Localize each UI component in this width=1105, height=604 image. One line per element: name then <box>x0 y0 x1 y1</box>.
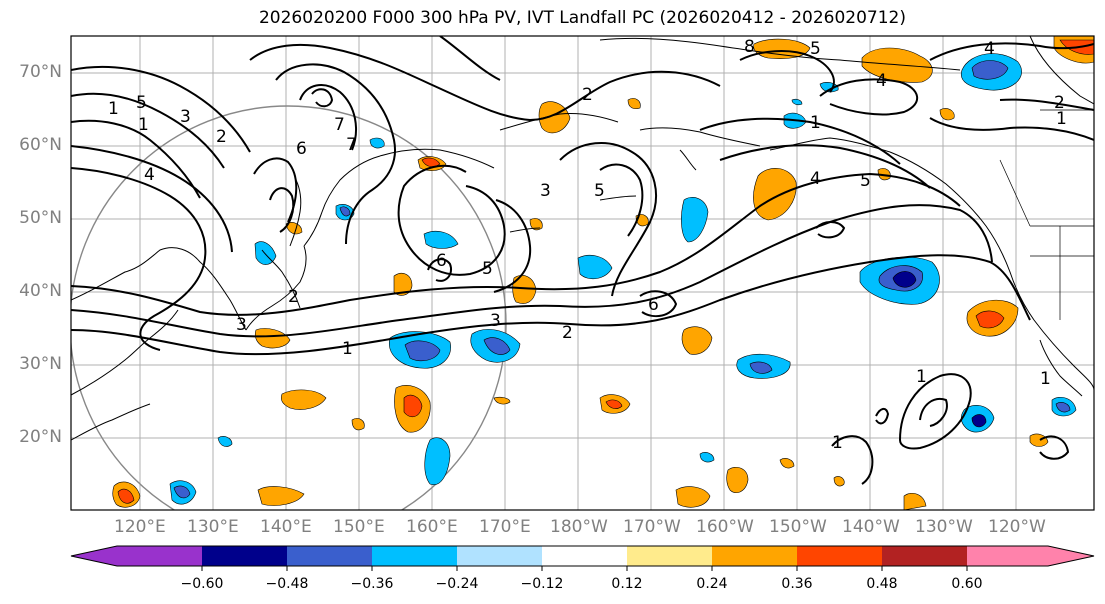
colorbar-segment <box>542 546 627 566</box>
lon-label-130w: 130°W <box>915 517 973 537</box>
contour-label: 5 <box>482 259 493 279</box>
contour-label: 3 <box>540 181 551 201</box>
lon-label-140w: 140°W <box>842 517 900 537</box>
colorbar-tick-label: 0.36 <box>781 576 813 592</box>
coastlines <box>71 36 1094 441</box>
contour-label: 5 <box>860 171 871 191</box>
contour-label: 1 <box>1056 109 1067 129</box>
colorbar-segment <box>372 546 457 566</box>
colorbar-tick-label: −0.36 <box>350 576 394 592</box>
colorbar-tick-label: 0.12 <box>611 576 643 592</box>
lon-label-160e: 160°E <box>406 517 458 537</box>
colorbar <box>70 545 1095 567</box>
colorbar-tick-label: 0.24 <box>696 576 728 592</box>
contour-label: 1 <box>810 113 821 133</box>
lon-label-160w: 160°W <box>696 517 754 537</box>
colorbar-tick-label: −0.48 <box>265 576 309 592</box>
lon-label-150w: 150°W <box>769 517 827 537</box>
lat-label-20: 20°N <box>19 427 62 447</box>
lat-label-60: 60°N <box>19 135 62 155</box>
contour-label: 1 <box>138 115 149 135</box>
colorbar-segment <box>712 546 797 566</box>
lon-label-120w: 120°W <box>988 517 1046 537</box>
contour-label: 4 <box>144 165 155 185</box>
lon-label-150e: 150°E <box>333 517 385 537</box>
colorbar-segment <box>287 546 372 566</box>
colorbar-tick-label: 0.60 <box>951 576 983 592</box>
colorbar-segment <box>627 546 712 566</box>
contour-label: 2 <box>1054 93 1065 113</box>
colorbar-segment <box>202 546 287 566</box>
contour-label: 8 <box>744 37 755 57</box>
colorbar-segment <box>967 546 1048 566</box>
lat-label-50: 50°N <box>19 208 62 228</box>
colorbar-segment <box>882 546 967 566</box>
colorbar-segment <box>117 546 202 566</box>
contour-label: 6 <box>436 251 447 271</box>
contour-label: 2 <box>562 323 573 343</box>
colorbar-extend-max <box>1048 546 1094 566</box>
contour-label: 2 <box>288 287 299 307</box>
contour-label: 3 <box>236 315 247 335</box>
map-title: 2026020200 F000 300 hPa PV, IVT Landfall… <box>258 8 906 28</box>
contour-label: 5 <box>136 93 147 113</box>
contour-label: 6 <box>296 139 307 159</box>
contour-label: 2 <box>582 85 593 105</box>
contour-label-group: 8 5 4 2 1 7 6 3 1 2 1 5 4 3 5 6 2 7 6 5 … <box>108 37 1067 453</box>
colorbar-tick-label: 0.48 <box>866 576 898 592</box>
contour-label: 4 <box>876 71 887 91</box>
contour-label: 4 <box>984 39 995 59</box>
colorbar-tick-label: −0.24 <box>435 576 479 592</box>
lon-label-130e: 130°E <box>187 517 239 537</box>
lon-label-120e: 120°E <box>114 517 166 537</box>
pv-anomaly-fills <box>112 36 1094 510</box>
contour-label: 1 <box>832 433 843 453</box>
colorbar-tick-label: −0.60 <box>180 576 224 592</box>
contour-label: 2 <box>216 127 227 147</box>
contour-label: 3 <box>180 107 191 127</box>
contour-label: 7 <box>346 135 357 155</box>
colorbar-tick-label: −0.12 <box>520 576 564 592</box>
contour-label: 4 <box>810 169 821 189</box>
lon-label-170e: 170°E <box>479 517 531 537</box>
contour-label: 5 <box>594 181 605 201</box>
colorbar-extend-min <box>71 546 117 566</box>
lon-label-170w: 170°W <box>623 517 681 537</box>
lon-label-180w: 180°W <box>550 517 608 537</box>
lat-label-30: 30°N <box>19 354 62 374</box>
pv-contours <box>71 36 1094 485</box>
contour-label: 1 <box>1040 369 1051 389</box>
colorbar-segment <box>457 546 542 566</box>
contour-label: 3 <box>490 311 501 331</box>
contour-label: 6 <box>648 295 659 315</box>
contour-label: 1 <box>342 339 353 359</box>
lon-label-140e: 140°E <box>260 517 312 537</box>
lat-label-40: 40°N <box>19 281 62 301</box>
contour-label: 5 <box>810 39 821 59</box>
lat-label-70: 70°N <box>19 62 62 82</box>
contour-label: 1 <box>916 367 927 387</box>
map-frame <box>70 35 1095 511</box>
contour-label: 1 <box>108 99 119 119</box>
borders <box>999 109 1094 320</box>
contour-label: 7 <box>334 115 345 135</box>
colorbar-segment <box>797 546 882 566</box>
